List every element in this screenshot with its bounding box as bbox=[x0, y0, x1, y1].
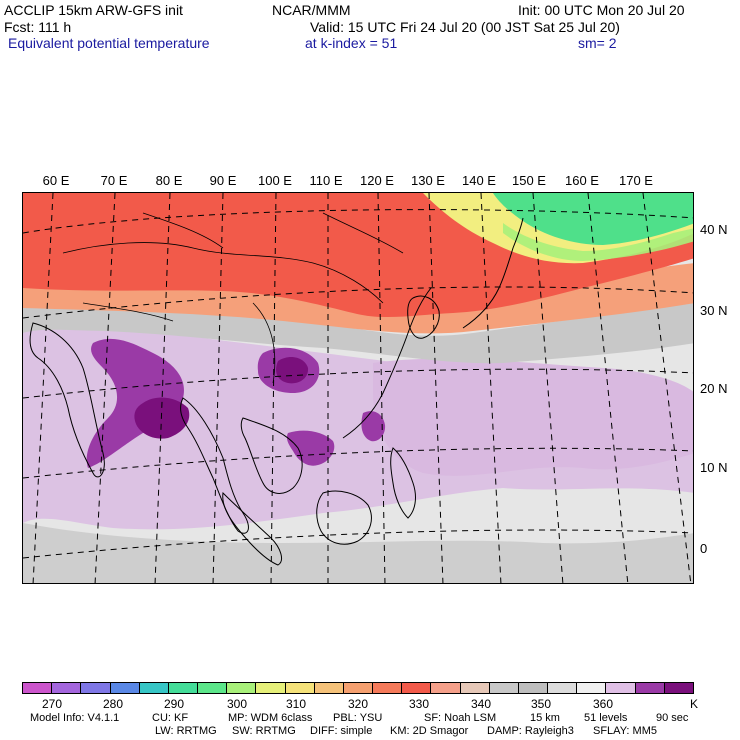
purple-scs-patch bbox=[286, 430, 335, 466]
colorbar-label: 270 bbox=[41, 697, 63, 711]
colorbar-swatch bbox=[518, 683, 549, 693]
purple-india-patch bbox=[86, 338, 184, 468]
colorbar-swatch bbox=[23, 683, 53, 693]
pbl-scheme: PBL: YSU bbox=[333, 712, 383, 724]
lat-label: 20 N bbox=[700, 381, 728, 396]
colorbar-label: 300 bbox=[226, 697, 248, 711]
colorbar-label: 350 bbox=[530, 697, 552, 711]
graticule bbox=[23, 193, 693, 583]
lon-label: 70 E bbox=[100, 173, 128, 188]
light-green-region bbox=[503, 223, 693, 261]
china-coastline bbox=[342, 287, 432, 439]
green-region bbox=[493, 193, 693, 245]
colorbar-swatch bbox=[664, 683, 693, 693]
colorbar-swatch bbox=[431, 683, 461, 693]
sw-scheme: SW: RRTMG bbox=[232, 725, 296, 737]
colorbar-label: 360 bbox=[592, 697, 614, 711]
borneo-outline bbox=[316, 490, 372, 545]
mp-scheme: MP: WDM 6class bbox=[228, 712, 313, 724]
purple-taiwan-patch bbox=[361, 411, 386, 442]
salmon-band bbox=[23, 263, 693, 334]
colorbar-swatch bbox=[285, 683, 315, 693]
lat-label: 10 N bbox=[700, 460, 728, 475]
west-pacific-lilac bbox=[373, 358, 693, 476]
gray-band bbox=[23, 303, 693, 364]
india-coastline bbox=[29, 322, 105, 478]
lon-label: 110 E bbox=[309, 173, 343, 188]
map-canvas bbox=[23, 193, 693, 583]
lat-label: 0 bbox=[700, 541, 708, 556]
init-time: Init: 00 UTC Mon 20 Jul 20 bbox=[518, 2, 685, 18]
colorbar-label: 320 bbox=[347, 697, 369, 711]
colorbar-swatch bbox=[168, 683, 199, 693]
lw-scheme: LW: RRTMG bbox=[155, 725, 217, 737]
colorbar-swatch bbox=[489, 683, 519, 693]
philippines-outline bbox=[390, 447, 416, 519]
southeast-asia-coastline bbox=[180, 397, 249, 534]
smoothing-label: sm= 2 bbox=[578, 35, 617, 51]
japan-outline bbox=[462, 217, 524, 329]
colorbar-label: 280 bbox=[102, 697, 124, 711]
colorbar-swatch bbox=[256, 683, 286, 693]
center-label: NCAR/MMM bbox=[272, 2, 351, 18]
lat-label: 40 N bbox=[700, 222, 728, 237]
colorbar-label: 290 bbox=[163, 697, 185, 711]
km-scheme: KM: 2D Smagor bbox=[390, 725, 469, 737]
tropical-lilac-region bbox=[23, 320, 693, 530]
colorbar bbox=[22, 682, 694, 694]
sumatra-outline bbox=[222, 491, 282, 566]
korea-outline bbox=[407, 295, 440, 339]
colorbar-swatch bbox=[402, 683, 432, 693]
colorbar-swatch bbox=[343, 683, 374, 693]
cu-scheme: CU: KF bbox=[152, 712, 189, 724]
level-index: at k-index = 51 bbox=[305, 35, 398, 51]
colorbar-swatch bbox=[81, 683, 111, 693]
colorbar-swatch bbox=[314, 683, 344, 693]
lon-label: 60 E bbox=[42, 173, 70, 188]
theta-e-map bbox=[22, 192, 694, 584]
indochina-coastline bbox=[240, 417, 303, 494]
lon-label: 120 E bbox=[360, 173, 394, 188]
gray-south-band bbox=[23, 523, 693, 583]
colorbar-swatch bbox=[52, 683, 82, 693]
sf-scheme: SF: Noah LSM bbox=[424, 712, 497, 724]
model-title: ACCLIP 15km ARW-GFS init bbox=[4, 2, 183, 18]
lon-label: 160 E bbox=[565, 173, 599, 188]
forecast-hour: Fcst: 111 h bbox=[4, 19, 72, 35]
colorbar-swatch bbox=[635, 683, 665, 693]
lon-label: 150 E bbox=[512, 173, 546, 188]
lon-label: 130 E bbox=[411, 173, 445, 188]
time-step: 90 sec bbox=[656, 712, 689, 724]
damp-scheme: DAMP: Rayleigh3 bbox=[487, 725, 574, 737]
colorbar-swatch bbox=[198, 683, 228, 693]
colorbar-swatch bbox=[606, 683, 636, 693]
colorbar-swatch bbox=[460, 683, 490, 693]
colorbar-swatch bbox=[139, 683, 169, 693]
purple-dark-china bbox=[276, 357, 309, 384]
colorbar-label: 310 bbox=[285, 697, 307, 711]
lon-label: 90 E bbox=[209, 173, 237, 188]
model-info: Model Info: V4.1.1 bbox=[30, 712, 120, 724]
field-name: Equivalent potential temperature bbox=[8, 35, 210, 51]
colorbar-swatch bbox=[577, 683, 607, 693]
colorbar-swatch bbox=[373, 683, 403, 693]
vertical-levels: 51 levels bbox=[584, 712, 628, 724]
country-borders bbox=[62, 212, 404, 384]
colorbar-swatch bbox=[548, 683, 578, 693]
colorbar-swatch bbox=[227, 683, 257, 693]
valid-time: Valid: 15 UTC Fri 24 Jul 20 (00 JST Sat … bbox=[310, 19, 620, 35]
lon-label: 100 E bbox=[258, 173, 292, 188]
colorbar-label: 340 bbox=[470, 697, 492, 711]
grid-spacing: 15 km bbox=[530, 712, 560, 724]
colorbar-unit: K bbox=[689, 697, 699, 711]
lon-label: 170 E bbox=[619, 173, 653, 188]
lon-label: 140 E bbox=[462, 173, 496, 188]
lon-label: 80 E bbox=[155, 173, 183, 188]
colorbar-swatch bbox=[110, 683, 140, 693]
lat-label: 30 N bbox=[700, 303, 728, 318]
diff-scheme: DIFF: simple bbox=[310, 725, 373, 737]
sflay-scheme: SFLAY: MM5 bbox=[593, 725, 657, 737]
colorbar-label: 330 bbox=[408, 697, 430, 711]
